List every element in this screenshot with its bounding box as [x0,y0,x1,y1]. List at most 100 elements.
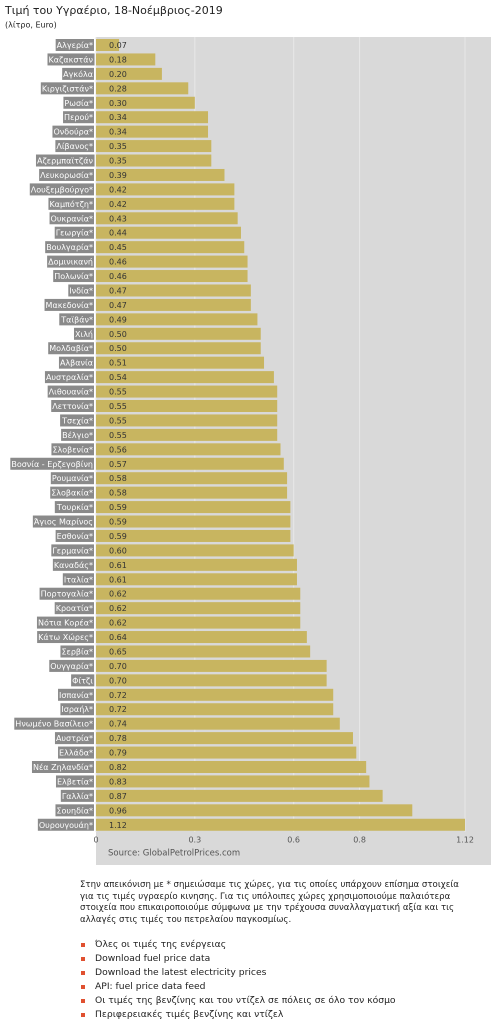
value-label: 0.72 [109,705,127,714]
link[interactable]: Download fuel price data [80,952,396,966]
value-label: 0.62 [109,619,127,628]
bar [96,818,465,831]
bar [96,371,274,384]
y-tick-label: Αυστραλία* [46,373,93,382]
label-background [74,327,94,340]
bar [96,67,162,80]
value-label: 0.59 [109,532,127,541]
label-background [10,457,94,470]
y-tick-label: Σερβία* [61,647,93,656]
label-background [49,212,94,225]
link[interactable]: Οι τιμές της βενζίνης και του ντίζελ σε … [80,994,396,1008]
bar [96,125,209,138]
y-tick-label: Άγιος Μαρίνος [34,518,93,527]
value-label: 0.34 [109,128,127,137]
bar [96,544,294,557]
label-background [14,717,94,730]
label-background [48,197,94,210]
bar [96,645,311,658]
category-label-group: Φίτζι [71,674,95,687]
bar [96,804,413,817]
y-tick-label: Λίβανος* [56,142,93,151]
label-background [29,183,94,196]
category-label-group: Τουρκία* [54,501,94,514]
value-label: 0.47 [109,286,127,295]
value-label: 0.35 [109,142,127,151]
label-background [37,631,94,644]
chart-subtitle: (λίτρο, Euro) [5,21,57,30]
x-tick-label: 1.12 [456,836,474,845]
category-label-group: Αγκόλα [62,67,94,80]
label-background [48,342,94,355]
bar [96,53,156,66]
value-label: 0.20 [109,70,127,79]
label-background [60,703,94,716]
label-background [63,111,94,124]
category-label-group: Νότια Κορέα* [36,616,94,629]
label-background [55,804,94,817]
category-label-group: Αυστραλία* [44,371,94,384]
x-tick-label: 0.3 [188,836,201,845]
link[interactable]: Download the latest electricity prices [80,966,396,980]
y-tick-label: Μολδαβία* [49,344,93,353]
value-label: 0.61 [109,575,127,584]
bar [96,385,278,398]
category-label-group: Τσεχία* [60,414,94,427]
y-tick-label: Ελβετία* [57,777,93,786]
link[interactable]: Περιφερειακές τιμές βενζίνης και ντίζελ [80,1008,396,1022]
label-background [62,573,94,586]
bar [96,226,241,239]
category-label-group: Πολωνία* [53,270,94,283]
value-label: 0.78 [109,734,127,743]
value-label: 0.61 [109,561,127,570]
value-label: 0.65 [109,647,127,656]
y-tick-label: Αγκόλα [63,69,93,79]
bar [96,515,291,528]
category-label-group: Ισπανία* [58,688,94,701]
value-label: 0.58 [109,489,127,498]
category-label-group: Εσθονία* [55,529,94,542]
bar [96,356,265,369]
y-tick-label: Χιλή [75,330,93,339]
category-label-group: Ουρουγουάη* [37,818,94,831]
bar [96,789,383,802]
value-label: 0.39 [109,171,127,180]
label-background [60,414,94,427]
source: Source: GlobalPetrolPrices.com [108,849,240,859]
category-label-group: Λεττονία* [51,400,94,412]
value-label: 0.49 [109,315,127,324]
bar [96,212,238,225]
y-tick-label: Κάτω Χώρες* [38,632,93,642]
label-background [58,356,94,369]
bar [96,183,235,196]
bar [96,775,370,788]
category-label-group: Ρωσία* [63,96,94,109]
bar [96,270,248,283]
link[interactable]: API: fuel price data feed [80,980,396,994]
bar [96,472,288,485]
y-tick-label: Νέα Ζηλανδία* [33,762,93,772]
y-tick-label: Δομινικανή [48,258,93,267]
y-tick-label: Γαλλία* [62,792,93,801]
link[interactable]: Όλες οι τιμές της ενέργειας [80,938,396,952]
value-label: 0.64 [109,633,127,642]
category-label-group: Ελλάδα* [58,746,94,759]
value-label: 0.47 [109,301,127,310]
x-tick-label: 0.6 [287,836,300,845]
label-background [51,443,94,456]
bar [96,486,288,499]
category-label-group: Ηνωμένο Βασίλειο* [14,717,94,730]
value-label: 0.59 [109,503,127,512]
label-background [54,226,94,239]
label-background [37,818,94,831]
category-label-group: Αλβανία [58,356,94,369]
x-tick-label: 0.8 [353,836,366,845]
bar [96,82,189,95]
bar [96,400,278,412]
bar [96,616,301,629]
label-background [63,96,94,109]
category-label-group: Αλγερία* [55,39,94,51]
label-background [54,732,94,745]
category-label-group: Νέα Ζηλανδία* [31,761,94,773]
